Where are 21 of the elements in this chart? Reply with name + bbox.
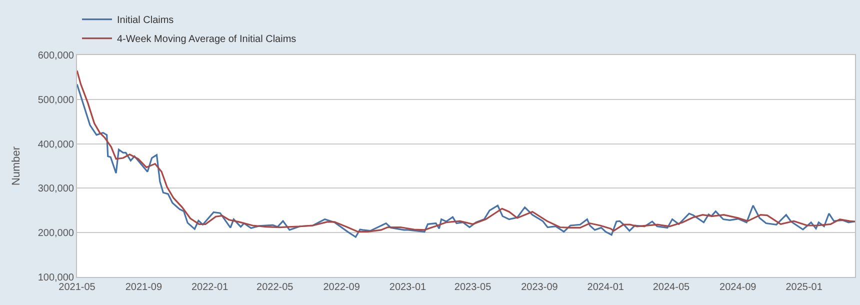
x-tick-label: 2024-01 [587,282,624,293]
y-tick-label: 600,000 [38,50,74,62]
x-tick-label: 2021-05 [58,282,96,293]
x-tick-label: 2023-05 [454,282,492,293]
x-tick-label: 2024-05 [652,282,690,293]
y-tick-label: 100,000 [38,272,74,284]
legend-label: Initial Claims [117,15,174,26]
y-axis-title: Number [10,146,22,186]
y-tick-label: 400,000 [38,139,74,150]
x-tick-label: 2022-01 [191,282,229,293]
x-tick-label: 2024-09 [720,282,757,293]
x-tick-label: 2021-09 [125,282,162,293]
y-tick-label: 300,000 [38,184,74,195]
x-tick-label: 2022-09 [323,282,360,293]
x-tick-label: 2023-09 [521,282,558,293]
x-tick-label: 2023-01 [389,282,427,293]
y-tick-label: 500,000 [38,94,74,106]
x-tick-label: 2025-01 [786,282,823,293]
x-tick-label: 2022-05 [256,282,294,293]
legend-label: 4-Week Moving Average of Initial Claims [117,34,296,46]
y-tick-label: 200,000 [38,228,74,240]
